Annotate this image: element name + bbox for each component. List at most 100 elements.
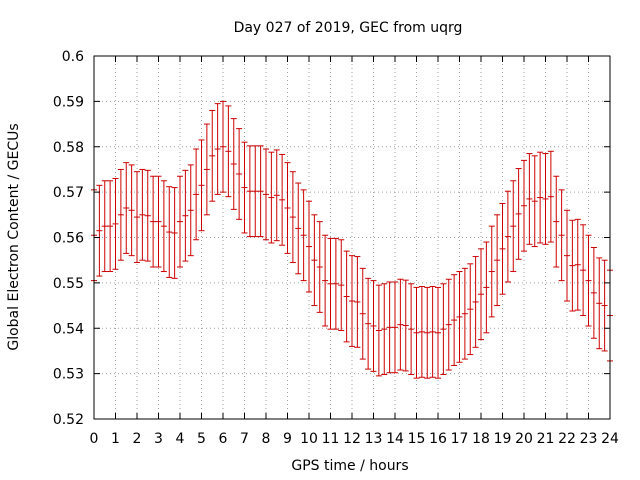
data-point: [241, 141, 248, 234]
y-tick-label: 0.58: [53, 140, 84, 156]
x-tick-label: 23: [580, 431, 598, 447]
data-point: [515, 168, 522, 260]
x-tick-label: 21: [537, 431, 555, 447]
y-tick-label: 0.52: [53, 412, 84, 428]
data-point: [402, 279, 409, 372]
data-point: [144, 169, 151, 262]
x-tick-label: 11: [322, 431, 340, 447]
data-point: [499, 202, 506, 295]
ticks: [93, 55, 611, 420]
data-point: [128, 164, 135, 257]
x-tick-label: 2: [133, 431, 142, 447]
data-point: [483, 241, 490, 334]
y-tick-label: 0.54: [53, 321, 84, 337]
y-axis-label: Global Electron Content / GECUs: [6, 123, 22, 350]
data-point: [456, 271, 463, 363]
data-point: [585, 234, 592, 327]
x-tick-label: 0: [90, 431, 99, 447]
data-point: [150, 175, 157, 268]
data-point: [564, 209, 570, 302]
data-point: [338, 239, 345, 332]
x-tick-labels: 0 1 2 3 4 5 6 7 8 9 10 11 12 13 14 15 16 17 18 19 20 21 22 23 24: [90, 431, 619, 447]
data-point: [574, 218, 581, 311]
data-point: [547, 150, 554, 243]
data-point: [203, 123, 210, 216]
x-tick-label: 22: [558, 431, 576, 447]
chart-title: Day 027 of 2019, GEC from uqrg: [234, 20, 463, 36]
data-point: [177, 175, 183, 268]
data-point: [408, 283, 415, 376]
data-point: [123, 162, 130, 254]
data-point: [596, 257, 603, 350]
x-tick-label: 4: [176, 431, 185, 447]
data-point: [386, 281, 393, 374]
data-point: [236, 128, 243, 220]
data-point: [343, 250, 350, 343]
data-point: [300, 189, 307, 282]
data-point: [279, 153, 286, 246]
x-tick-label: 13: [365, 431, 383, 447]
data-point: [252, 145, 259, 238]
data-point: [472, 256, 479, 348]
x-tick-label: 18: [472, 431, 490, 447]
data-point: [580, 224, 587, 317]
data-point: [187, 164, 194, 257]
x-tick-label: 16: [429, 431, 447, 447]
data-point: [134, 171, 140, 263]
x-tick-label: 1: [111, 431, 120, 447]
data-point: [601, 259, 608, 352]
x-tick-label: 12: [343, 431, 361, 447]
x-tick-label: 8: [262, 431, 271, 447]
data-point: [590, 246, 597, 339]
x-axis-label: GPS time / hours: [291, 458, 408, 474]
data-point: [418, 286, 425, 378]
data-point: [112, 178, 119, 270]
data-point: [467, 263, 474, 356]
data-point: [306, 200, 312, 293]
data-point: [139, 168, 146, 261]
data-point: [117, 168, 124, 261]
x-tick-label: 24: [601, 431, 619, 447]
data-point: [198, 139, 205, 232]
data-point: [273, 149, 280, 242]
data-point: [521, 159, 527, 252]
data-point: [284, 162, 291, 254]
data-point: [569, 219, 576, 312]
data-point: [413, 286, 420, 379]
data-point: [354, 256, 361, 348]
y-tick-label: 0.53: [53, 367, 84, 383]
data-point: [263, 148, 269, 241]
data-point: [155, 175, 162, 268]
data-point: [209, 109, 216, 202]
data-point: [488, 225, 495, 318]
y-tick-label: 0.6: [62, 49, 84, 65]
data-point: [370, 280, 377, 372]
data-point: [461, 267, 468, 360]
data-point: [311, 214, 318, 307]
y-tick-label: 0.57: [53, 185, 84, 201]
data-point: [182, 169, 189, 262]
data-point: [160, 180, 167, 273]
data-point: [526, 153, 533, 245]
data-point: [510, 180, 517, 273]
data-point: [542, 153, 549, 245]
data-point: [494, 214, 501, 307]
data-point: [316, 221, 323, 313]
x-tick-label: 10: [300, 431, 318, 447]
data-point: [332, 237, 339, 330]
data-point: [289, 171, 296, 263]
data-point: [327, 237, 334, 330]
x-tick-label: 6: [219, 431, 228, 447]
data-point: [553, 175, 560, 268]
data-point: [349, 255, 355, 347]
data-point: [257, 145, 264, 238]
x-tick-label: 15: [408, 431, 426, 447]
data-point: [435, 286, 441, 379]
data-point: [220, 100, 226, 193]
data-point: [96, 184, 103, 277]
data-point: [295, 182, 302, 275]
x-tick-label: 14: [386, 431, 404, 447]
data-point: [107, 180, 114, 273]
